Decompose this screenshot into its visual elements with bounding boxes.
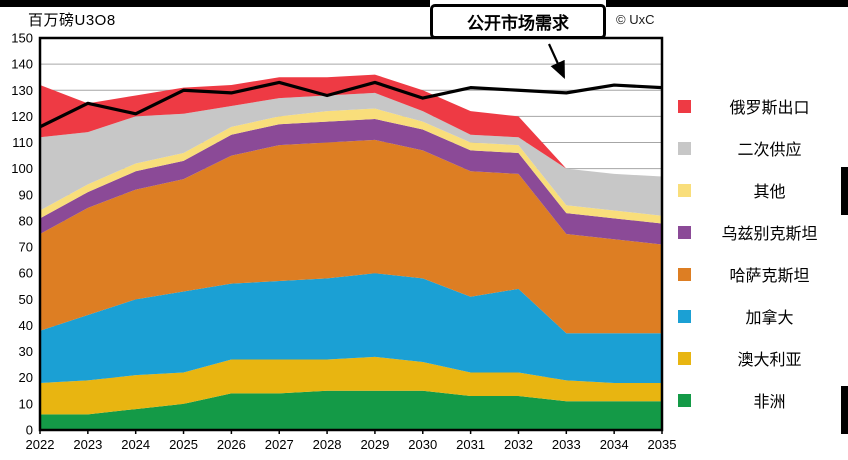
legend-item-russia: 俄罗斯出口: [664, 98, 848, 117]
legend-swatch-australia: [678, 351, 691, 365]
x-tick-label: 2031: [456, 437, 485, 452]
y-tick-label: 110: [12, 135, 33, 150]
x-tick-label: 2035: [648, 437, 677, 452]
y-tick-label: 60: [19, 266, 33, 281]
x-tick-label: 2027: [265, 437, 294, 452]
x-tick-label: 2023: [73, 437, 102, 452]
y-tick-label: 0: [26, 423, 33, 438]
legend-swatch-africa: [678, 393, 691, 407]
y-tick-label: 50: [19, 292, 33, 307]
copyright-label: © UxC: [616, 12, 655, 27]
area-secondary: [40, 92, 662, 216]
x-tick-label: 2030: [408, 437, 437, 452]
legend-label-australia: 澳大利亚: [737, 352, 802, 369]
x-tick-label: 2032: [504, 437, 533, 452]
y-tick-label: 80: [19, 213, 33, 228]
legend-swatch-kazakhstan: [678, 267, 691, 281]
area-australia: [40, 356, 662, 415]
plot-border: [38, 36, 664, 432]
y-tick-label: 120: [11, 109, 33, 124]
y-tick-label: 10: [19, 396, 33, 411]
area-canada: [40, 273, 662, 383]
legend: 俄罗斯出口二次供应其他乌兹别克斯坦 哈萨克斯坦加拿大澳大利亚非洲: [664, 98, 848, 411]
area-africa: [40, 390, 662, 430]
legend-label-canada: 加拿大: [745, 310, 794, 327]
top-bar-left: [0, 0, 430, 7]
legend-swatch-other: [678, 183, 691, 197]
x-tick-label: 2025: [169, 437, 198, 452]
right-edge-tab-lower: [841, 386, 848, 434]
legend-swatch-russia: [678, 99, 691, 113]
legend-item-other: 其他: [664, 182, 848, 201]
legend-label-africa: 非洲: [753, 394, 786, 411]
legend-swatch-secondary: [678, 141, 691, 155]
legend-item-canada: 加拿大: [664, 308, 848, 327]
y-tick-label: 130: [11, 83, 33, 98]
y-tick-label: 150: [11, 31, 33, 46]
annotation-arrow: [547, 43, 566, 80]
x-tick-label: 2028: [313, 437, 342, 452]
y-tick-label: 40: [19, 318, 33, 333]
chart-title: 百万磅U3O8: [28, 12, 116, 29]
legend-label-kazakhstan: 哈萨克斯坦: [729, 268, 810, 285]
y-tick-label: 20: [19, 370, 33, 385]
y-tick-label: 140: [11, 57, 33, 72]
x-tick-label: 2024: [121, 437, 150, 452]
legend-item-africa: 非洲: [664, 392, 848, 411]
y-tick-label: 90: [19, 187, 33, 202]
area-kazakhstan: [40, 139, 662, 334]
legend-item-uzbekistan: 乌兹别克斯坦: [664, 224, 848, 243]
x-tick-label: 2034: [600, 437, 629, 452]
x-tick-label: 2033: [552, 437, 581, 452]
legend-item-australia: 澳大利亚: [664, 350, 848, 369]
legend-label-russia: 俄罗斯出口: [729, 100, 810, 117]
area-other: [40, 108, 662, 224]
x-tick-label: 2026: [217, 437, 246, 452]
area-russia: [40, 74, 662, 177]
legend-swatch-uzbekistan: [678, 225, 691, 239]
top-bar-right: [606, 0, 848, 7]
legend-swatch-canada: [678, 309, 691, 323]
area-uzbekistan: [40, 119, 662, 245]
demand-annotation-label: 公开市场需求: [467, 14, 569, 33]
y-tick-label: 70: [19, 240, 33, 255]
demand-line: [39, 80, 663, 129]
legend-label-other: 其他: [753, 184, 786, 201]
right-edge-tab-upper: [841, 167, 848, 215]
legend-item-kazakhstan: 哈萨克斯坦: [664, 266, 848, 285]
x-tick-label: 2022: [26, 437, 55, 452]
legend-label-secondary: 二次供应: [737, 142, 802, 159]
demand-annotation-box: 公开市场需求: [430, 4, 606, 39]
x-tick-label: 2029: [360, 437, 389, 452]
y-tick-label: 30: [19, 344, 33, 359]
legend-label-uzbekistan: 乌兹别克斯坦: [721, 226, 818, 243]
legend-item-secondary: 二次供应: [664, 140, 848, 159]
y-tick-label: 100: [11, 161, 33, 176]
